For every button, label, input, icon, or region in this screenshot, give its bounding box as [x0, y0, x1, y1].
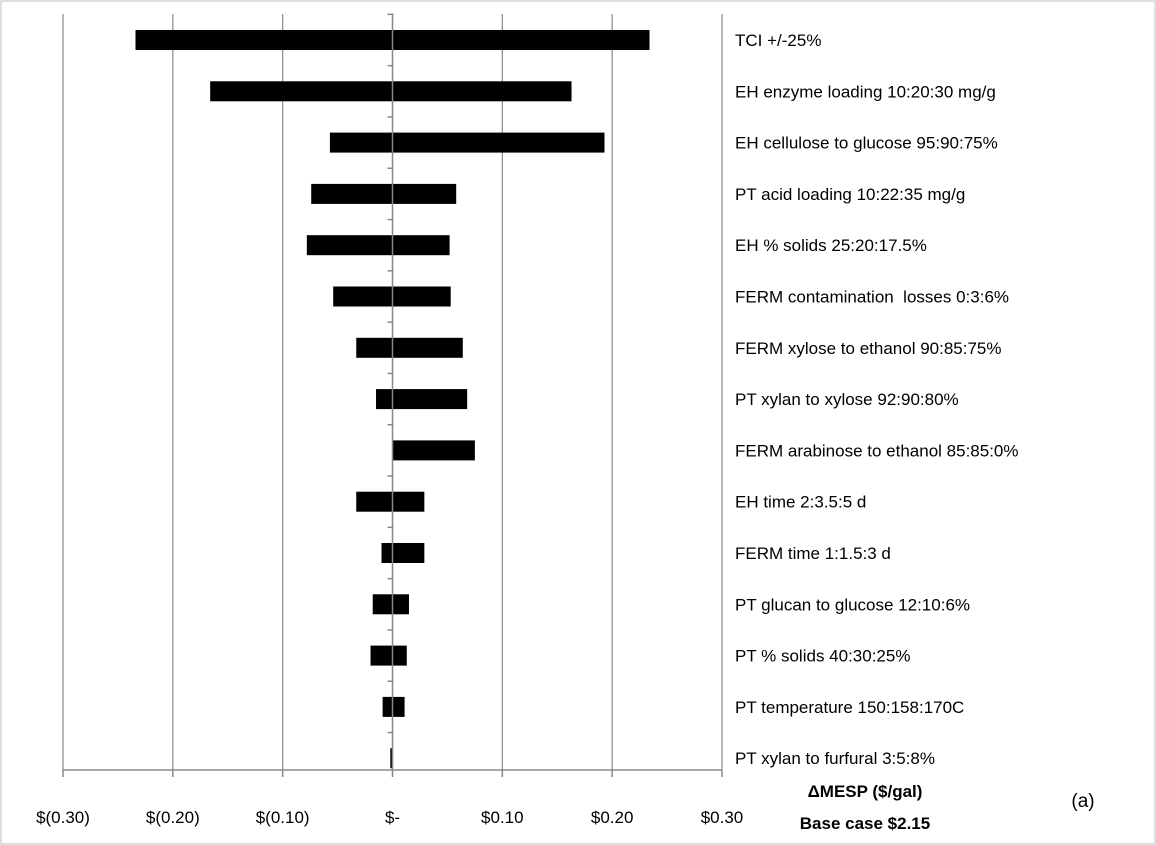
category-label: FERM arabinose to ethanol 85:85:0%	[735, 441, 1019, 460]
category-label: PT temperature 150:158:170C	[735, 698, 964, 717]
bar	[210, 81, 572, 102]
x-tick-label: $0.10	[481, 808, 524, 827]
x-tick-label: $(0.20)	[146, 808, 200, 827]
category-label: EH % solids 25:20:17.5%	[735, 236, 927, 255]
panel-annotation: (a)	[1071, 791, 1094, 812]
category-label: PT glucan to glucose 12:10:6%	[735, 595, 970, 614]
category-labels: TCI +/-25% EH enzyme loading 10:20:30 mg/…	[735, 31, 1019, 768]
bar	[311, 183, 457, 204]
bar	[306, 235, 450, 256]
category-label: EH cellulose to glucose 95:90:75%	[735, 134, 998, 153]
bar	[356, 337, 463, 358]
x-tick-label: $(0.30)	[36, 808, 90, 827]
category-label: PT % solids 40:30:25%	[735, 647, 910, 666]
x-tick-label: $0.30	[701, 808, 744, 827]
category-label: FERM xylose to ethanol 90:85:75%	[735, 339, 1001, 358]
bar	[372, 594, 409, 615]
category-label: FERM contamination losses 0:3:6%	[735, 288, 1009, 307]
bar	[370, 645, 407, 666]
category-label: PT xylan to furfural 3:5:8%	[735, 749, 935, 768]
category-label: EH enzyme loading 10:20:30 mg/g	[735, 82, 996, 101]
x-axis-subtitle: Base case $2.15	[800, 814, 930, 833]
x-tick-label: $0.20	[591, 808, 634, 827]
category-label: TCI +/-25%	[735, 31, 821, 50]
bar	[376, 389, 468, 410]
bar	[392, 440, 475, 461]
bar	[390, 748, 393, 769]
bar	[381, 543, 425, 563]
x-tick-label: $(0.10)	[256, 808, 310, 827]
bar	[356, 491, 425, 512]
x-axis-title: ΔMESP ($/gal)	[808, 782, 923, 801]
axes	[62, 13, 723, 777]
bar	[329, 132, 605, 153]
category-label: PT xylan to xylose 92:90:80%	[735, 390, 959, 409]
category-label: EH time 2:3.5:5 d	[735, 493, 866, 512]
category-label: FERM time 1:1.5:3 d	[735, 544, 891, 563]
bar	[382, 696, 405, 717]
category-label: PT acid loading 10:22:35 mg/g	[735, 185, 965, 204]
x-tick-label: $-	[385, 808, 400, 827]
x-tick-labels: $(0.30) $(0.20) $(0.10) $- $0.10 $0.20 $0.30	[36, 808, 743, 827]
